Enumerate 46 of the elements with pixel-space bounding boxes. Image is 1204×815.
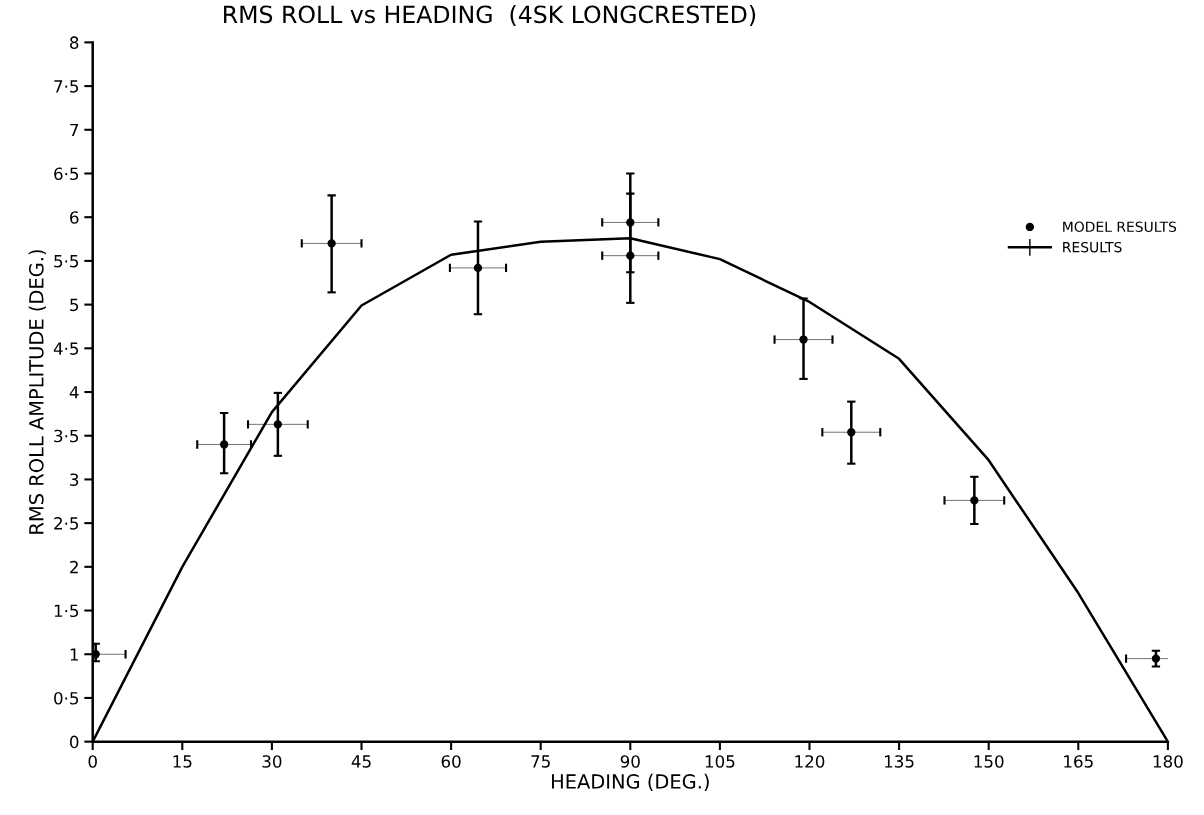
x-tick-label: 135 xyxy=(885,755,914,768)
y-axis-title: RMS ROLL AMPLITUDE (DEG.) xyxy=(28,250,46,534)
point xyxy=(92,650,100,659)
y-tick-label: 0·5 xyxy=(54,691,79,705)
point xyxy=(799,335,808,344)
point xyxy=(273,420,283,429)
x-tick-label: 45 xyxy=(351,755,371,768)
chart-title: RMS ROLL vs HEADING (4SK LONGCRESTED) xyxy=(224,5,756,27)
x-tick-label: 15 xyxy=(173,755,192,768)
y-tick-label: 1·5 xyxy=(54,604,79,618)
y-tick-label: 3 xyxy=(70,473,79,486)
y-tick-label: 3·5 xyxy=(54,429,79,443)
y-tick-label: 2 xyxy=(70,560,78,574)
legend-label: MODEL RESULTS xyxy=(1063,221,1177,233)
y-tick-label: 2·5 xyxy=(54,517,79,530)
y-tick-label: 1 xyxy=(70,648,78,661)
x-tick-label: 90 xyxy=(620,755,640,768)
x-tick-label: 150 xyxy=(974,755,1004,768)
y-tick-label: 0 xyxy=(70,735,79,749)
y-tick-label: 5·5 xyxy=(54,255,79,268)
x-tick-label: 105 xyxy=(705,755,735,768)
point xyxy=(1151,654,1161,663)
y-tick-label: 6·5 xyxy=(54,167,79,181)
x-tick-label: 120 xyxy=(795,755,825,768)
x-tick-label: 180 xyxy=(1153,755,1183,768)
y-tick-label: 5 xyxy=(70,298,79,312)
x-tick-label: 165 xyxy=(1064,755,1093,768)
point xyxy=(970,496,979,505)
point xyxy=(626,218,635,227)
y-tick-label: 6 xyxy=(70,211,79,224)
x-axis-title: HEADING (DEG.) xyxy=(552,773,709,792)
y-tick-label: 7 xyxy=(70,123,79,137)
x-tick-label: 75 xyxy=(531,755,550,768)
y-tick-label: 4·5 xyxy=(53,342,79,355)
legend-label: RESULTS xyxy=(1063,241,1122,253)
point xyxy=(219,440,229,449)
y-tick-label: 7·5 xyxy=(54,80,79,93)
y-tick-label: 4 xyxy=(69,386,79,399)
point xyxy=(327,239,336,248)
x-tick-label: 30 xyxy=(262,755,282,768)
x-tick-label: 0 xyxy=(88,755,97,768)
y-tick-label: 8 xyxy=(70,36,79,49)
x-tick-label: 60 xyxy=(441,755,461,768)
point xyxy=(847,428,856,437)
point xyxy=(626,251,635,260)
point xyxy=(473,263,483,273)
